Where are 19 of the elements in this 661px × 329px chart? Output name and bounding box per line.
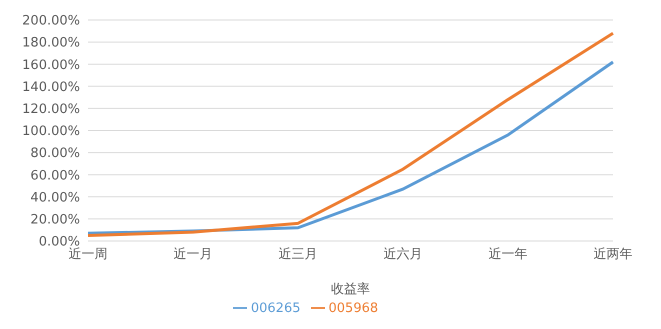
x-tick-label: 近一周: [68, 247, 108, 262]
x-tick-label: 近一月: [174, 247, 212, 262]
x-tick-label: 近一年: [488, 247, 528, 262]
y-tick-label: 180.00%: [22, 36, 80, 51]
y-tick-label: 100.00%: [22, 124, 80, 140]
legend-label: 005968: [328, 301, 378, 316]
y-tick-label: 20.00%: [30, 212, 80, 228]
y-tick-label: 60.00%: [30, 168, 80, 184]
y-tick-label: 120.00%: [22, 102, 80, 118]
x-tick-label: 近三月: [278, 247, 318, 262]
x-tick-label: 近六月: [384, 247, 422, 262]
x-axis-title: 收益率: [331, 281, 370, 297]
y-tick-label: 200.00%: [22, 14, 80, 29]
y-tick-label: 80.00%: [30, 146, 80, 162]
legend-label: 006265: [250, 301, 300, 316]
y-tick-label: 140.00%: [22, 80, 80, 95]
y-tick-label: 40.00%: [30, 190, 80, 206]
y-tick-label: 160.00%: [22, 58, 80, 73]
x-tick-label: 近两年: [594, 247, 632, 262]
